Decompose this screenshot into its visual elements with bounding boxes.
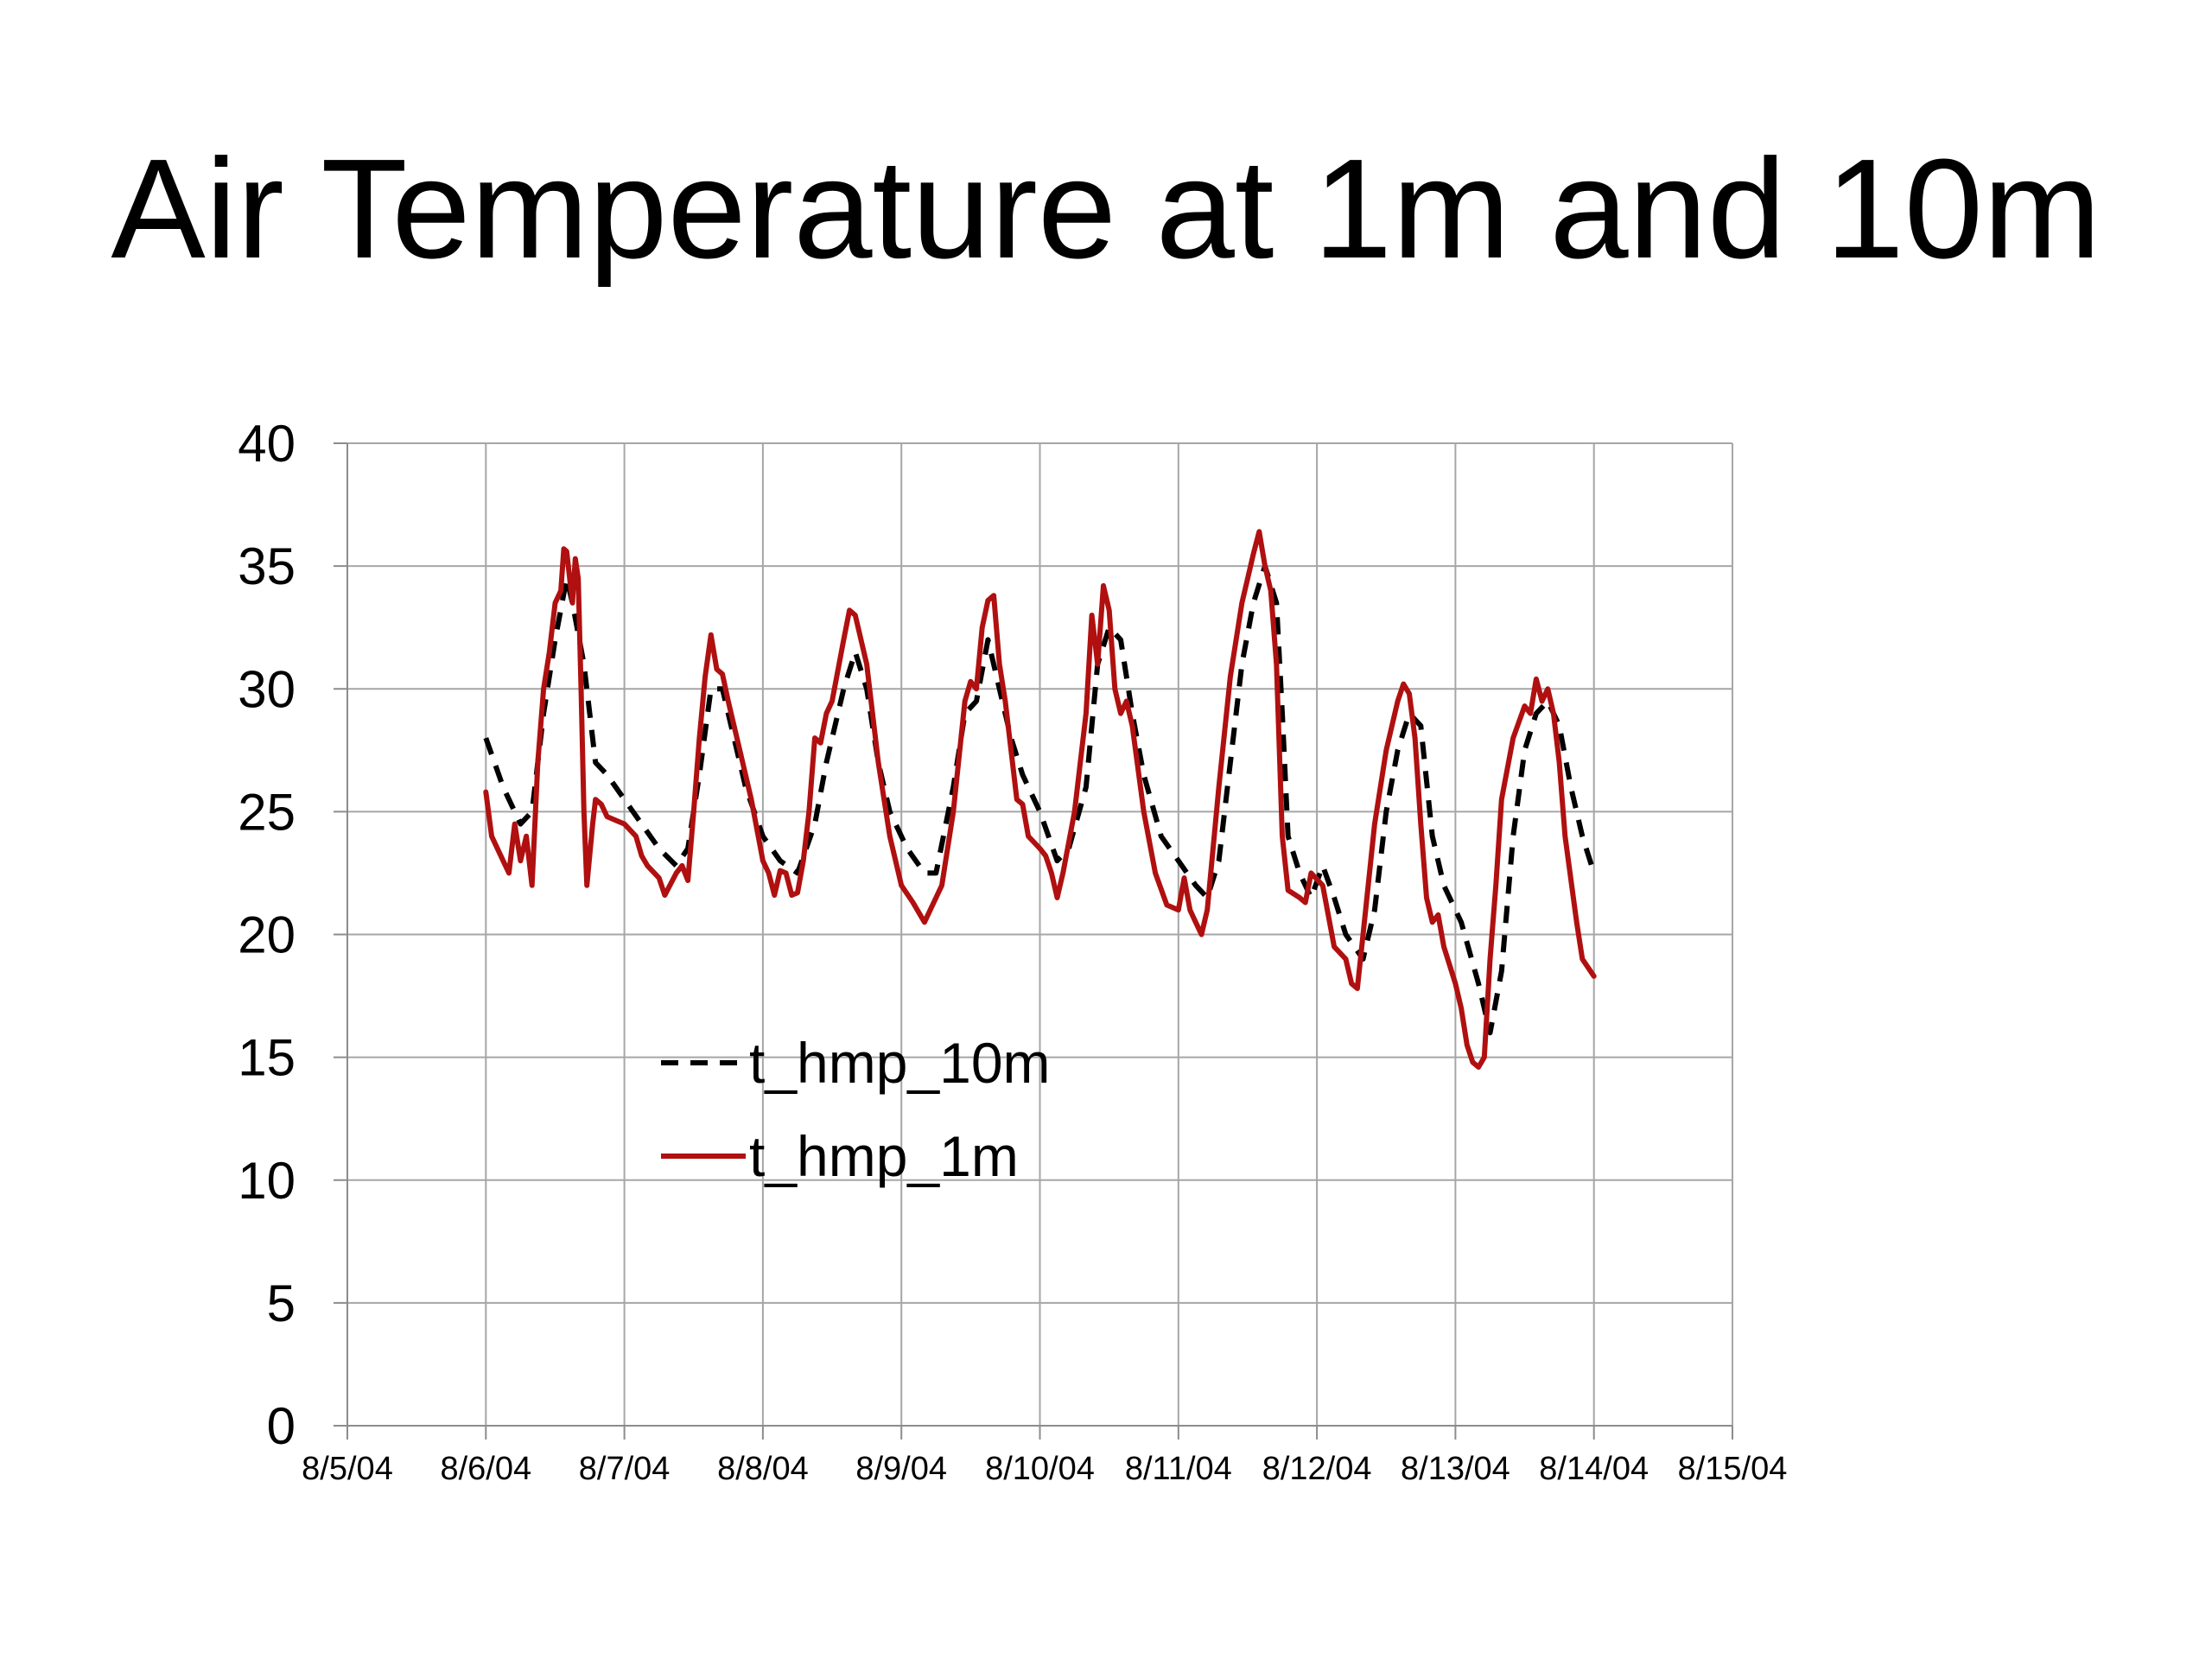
- slide-title: Air Temperature at 1m and 10m: [111, 130, 2101, 288]
- y-tick-label: 35: [238, 537, 296, 595]
- y-tick-label: 5: [267, 1274, 296, 1332]
- x-tick-label: 8/6/04: [440, 1451, 531, 1487]
- legend-label: t_hmp_10m: [749, 1031, 1051, 1095]
- series-line-t-hmp-1m: [483, 529, 1597, 1070]
- legend-label: t_hmp_1m: [749, 1124, 1019, 1188]
- chart-axes: [334, 442, 1733, 1440]
- legend: t_hmp_10m t_hmp_1m: [661, 1031, 1051, 1188]
- x-tick-label: 8/14/04: [1539, 1451, 1649, 1487]
- y-tick-label: 40: [238, 415, 296, 473]
- x-tick-label: 8/15/04: [1678, 1451, 1788, 1487]
- y-axis-ticks: 0 5 10 15 20 25 30 35 40: [238, 415, 296, 1455]
- x-tick-label: 8/11/04: [1125, 1451, 1232, 1487]
- x-tick-label: 8/7/04: [579, 1451, 671, 1487]
- y-tick-label: 10: [238, 1152, 296, 1210]
- x-tick-label: 8/12/04: [1262, 1451, 1372, 1487]
- y-tick-label: 0: [267, 1397, 296, 1455]
- x-tick-label: 8/5/04: [302, 1451, 393, 1487]
- y-tick-label: 30: [238, 660, 296, 718]
- series-line-t-hmp-10m: [483, 563, 1597, 1036]
- plot-series: [483, 529, 1597, 1070]
- y-tick-label: 15: [238, 1029, 296, 1087]
- chart-grid: [347, 442, 1733, 1426]
- x-tick-label: 8/8/04: [717, 1451, 809, 1487]
- y-tick-label: 20: [238, 906, 296, 964]
- x-tick-label: 8/10/04: [985, 1451, 1095, 1487]
- x-tick-label: 8/9/04: [855, 1451, 947, 1487]
- y-tick-label: 25: [238, 783, 296, 841]
- x-axis-ticks: 8/5/04 8/6/04 8/7/04 8/8/04 8/9/04 8/10/04 8/1…: [302, 1451, 1787, 1487]
- x-tick-label: 8/13/04: [1401, 1451, 1510, 1487]
